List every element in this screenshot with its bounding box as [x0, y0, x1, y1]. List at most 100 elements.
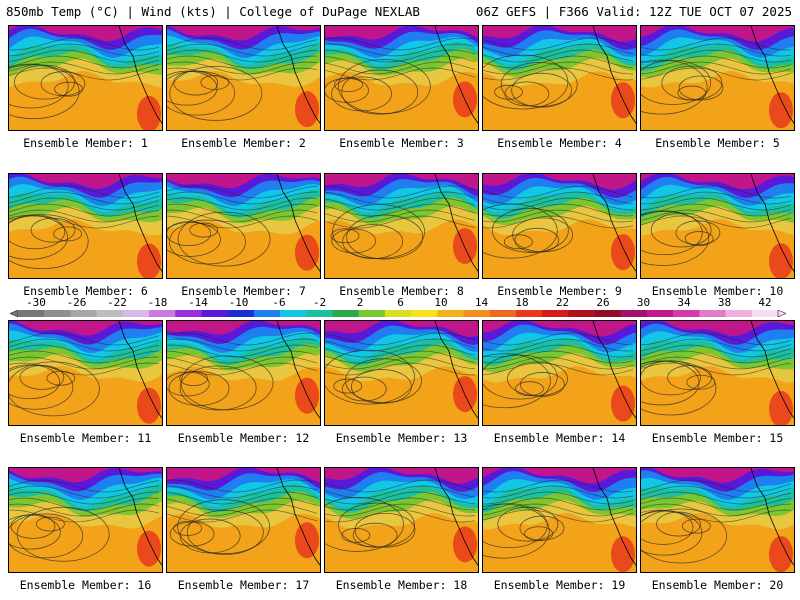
- colorbar-segment: [673, 310, 700, 317]
- panel-label-13: Ensemble Member: 13: [335, 431, 468, 445]
- colorbar-segment: [646, 310, 674, 317]
- temperature-map-15: [641, 321, 794, 425]
- colorbar-segment: [725, 310, 753, 317]
- colorbar-segment: [620, 310, 648, 317]
- colorbar-segment: [306, 310, 333, 317]
- panel-label-17: Ensemble Member: 17: [177, 578, 310, 592]
- ensemble-panel-14: [482, 320, 637, 426]
- colorbar-segment: [542, 310, 569, 317]
- temperature-map-10: [641, 174, 794, 278]
- colorbar-segment: [384, 310, 412, 317]
- temperature-map-5: [641, 26, 794, 129]
- temperature-map-14: [483, 321, 636, 422]
- temperature-map-11: [9, 321, 162, 424]
- ensemble-panel-3: [324, 25, 479, 131]
- colorbar-tick-label: 10: [434, 296, 448, 309]
- colorbar-segment: [332, 310, 359, 317]
- temperature-map-6: [9, 174, 162, 278]
- colorbar-right-arrow: [777, 310, 786, 317]
- ensemble-panel-20: [640, 467, 795, 573]
- temperature-map-12: [167, 321, 320, 419]
- colorbar-tick-label: -6: [272, 296, 286, 309]
- colorbar-tick-label: 30: [636, 296, 651, 309]
- ensemble-panel-7: [166, 173, 321, 279]
- temperature-map-7: [167, 174, 320, 272]
- colorbar-segment: [227, 310, 255, 317]
- panel-label-18: Ensemble Member: 18: [335, 578, 468, 592]
- colorbar-segment: [463, 310, 491, 317]
- colorbar-segment: [253, 310, 281, 317]
- temperature-map-20: [641, 468, 794, 572]
- colorbar-segment: [489, 310, 517, 317]
- colorbar-segment: [122, 310, 150, 317]
- temperature-map-3: [325, 26, 478, 124]
- panel-label-12: Ensemble Member: 12: [177, 431, 310, 445]
- colorbar-left-arrow: [10, 310, 19, 317]
- title-right: 06Z GEFS | F366 Valid: 12Z TUE OCT 07 20…: [475, 4, 792, 19]
- ensemble-panel-18: [324, 467, 479, 573]
- panel-label-3: Ensemble Member: 3: [339, 136, 464, 150]
- panel-label-9: Ensemble Member: 9: [497, 284, 622, 298]
- temperature-map-17: [167, 468, 320, 566]
- panel-label-2: Ensemble Member: 2: [181, 136, 306, 150]
- panel-label-4: Ensemble Member: 4: [497, 136, 622, 150]
- panel-label-5: Ensemble Member: 5: [655, 136, 780, 150]
- colorbar-segment: [411, 310, 438, 317]
- panel-label-7: Ensemble Member: 7: [181, 284, 306, 298]
- colorbar-segment: [149, 310, 176, 317]
- panel-label-10: Ensemble Member: 10: [651, 284, 784, 298]
- panel-label-19: Ensemble Member: 19: [493, 578, 626, 592]
- colorbar-segment: [751, 310, 779, 317]
- ensemble-panel-11: [8, 320, 163, 426]
- ensemble-panel-2: [166, 25, 321, 131]
- ensemble-panel-4: [482, 25, 637, 131]
- colorbar-tick-label: 18: [515, 296, 529, 309]
- colorbar-segment: [437, 310, 464, 317]
- colorbar-tick-label: 6: [397, 296, 404, 309]
- ensemble-panel-12: [166, 320, 321, 426]
- title-left: 850mb Temp (°C) | Wind (kts) | College o…: [6, 4, 420, 19]
- temperature-map-16: [9, 468, 162, 567]
- ensemble-panel-5: [640, 25, 795, 131]
- colorbar-segment: [594, 310, 622, 317]
- temperature-map-2: [167, 26, 320, 128]
- colorbar-tick-label: 38: [717, 296, 732, 309]
- colorbar-segment: [96, 310, 124, 317]
- panel-label-11: Ensemble Member: 11: [19, 431, 152, 445]
- colorbar-segment: [699, 310, 726, 317]
- colorbar-tick-label: 22: [555, 296, 570, 309]
- colorbar-tick-label: -18: [147, 296, 168, 309]
- ensemble-panel-6: [8, 173, 163, 279]
- panel-label-15: Ensemble Member: 15: [651, 431, 784, 445]
- colorbar-segment: [70, 310, 97, 317]
- colorbar-tick-label: 2: [356, 296, 364, 309]
- ensemble-panel-10: [640, 173, 795, 279]
- ensemble-panel-8: [324, 173, 479, 279]
- colorbar-tick-label: -22: [107, 296, 127, 309]
- temperature-map-9: [483, 174, 636, 272]
- colorbar-segment: [515, 310, 543, 317]
- colorbar-tick-label: -10: [228, 296, 249, 309]
- ensemble-panel-15: [640, 320, 795, 426]
- colorbar-tick-label: -26: [66, 296, 87, 309]
- colorbar-tick-label: 14: [474, 296, 489, 309]
- temperature-map-8: [325, 174, 478, 272]
- panel-label-6: Ensemble Member: 6: [23, 284, 148, 298]
- colorbar-tick-label: 26: [596, 296, 610, 309]
- ensemble-panel-19: [482, 467, 637, 573]
- colorbar-tick-label: 34: [677, 296, 691, 309]
- colorbar-segment: [201, 310, 228, 317]
- panel-label-1: Ensemble Member: 1: [23, 136, 148, 150]
- colorbar-segment: [358, 310, 386, 317]
- temperature-colorbar: [10, 310, 786, 317]
- panel-label-20: Ensemble Member: 20: [651, 578, 784, 592]
- colorbar-segment: [280, 310, 307, 317]
- ensemble-panel-13: [324, 320, 479, 426]
- colorbar-segment: [175, 310, 202, 317]
- panel-label-14: Ensemble Member: 14: [493, 431, 626, 445]
- ensemble-panel-9: [482, 173, 637, 279]
- ensemble-panel-17: [166, 467, 321, 573]
- colorbar-segment: [18, 310, 45, 317]
- colorbar-tick-label: -30: [26, 296, 46, 309]
- colorbar-segment: [568, 310, 595, 317]
